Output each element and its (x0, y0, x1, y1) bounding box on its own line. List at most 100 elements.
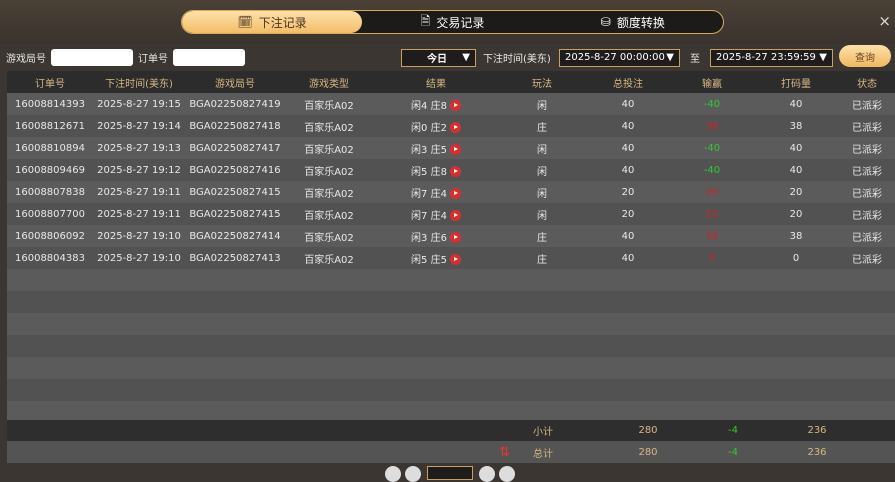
tab-1[interactable]: 🗎 交易记录 (362, 11, 542, 33)
cell: 闲 (499, 97, 585, 112)
cell-text: -40 (703, 142, 721, 154)
page-input[interactable] (427, 466, 473, 480)
table-row (7, 401, 895, 423)
cell: 2025-8-27 19:10 (93, 231, 185, 242)
cell: 38 (753, 231, 839, 242)
column-header: 游戏局号 (215, 78, 255, 90)
column-header: 状态 (857, 78, 877, 90)
game-round-label: 游戏局号 (6, 54, 46, 65)
cell: BGA02250827417 (185, 143, 285, 154)
play-replay-icon[interactable] (449, 232, 461, 243)
prev-page-button[interactable] (405, 466, 421, 482)
play-replay-icon[interactable] (449, 122, 461, 133)
cell-text: 百家乐A02 (304, 254, 354, 266)
cell: 40 (753, 165, 839, 176)
next-page-button[interactable] (479, 466, 495, 482)
cell-text: BGA02250827417 (189, 142, 281, 154)
cell-text: 38 (789, 230, 803, 242)
cell-text: 38 (789, 120, 803, 132)
cell-text: 闲7 庄4 (411, 210, 447, 222)
cell-text: 16008804383 (15, 252, 85, 264)
cell: 16008810894 (7, 143, 93, 154)
cell: 20 (671, 209, 753, 220)
start-time-select[interactable]: 2025-8-27 00:00:00 ▼ (559, 48, 680, 67)
play-replay-icon[interactable] (449, 144, 461, 155)
coins-icon: ⛁ (600, 15, 611, 29)
tab-0[interactable]: 🗓 下注记录 (182, 11, 363, 33)
cell: 闲3 庄5 (373, 141, 499, 156)
cell-text: 16008810894 (15, 142, 85, 154)
cell: -40 (671, 99, 753, 110)
table-row (7, 313, 895, 335)
cell-text: 2025-8-27 19:14 (97, 120, 181, 132)
cell: 20 (753, 187, 839, 198)
end-time-select[interactable]: 2025-8-27 23:59:59 ▼ (710, 48, 833, 67)
tab-label: 交易记录 (436, 15, 485, 30)
period-select[interactable]: 今日 ▼ (401, 48, 476, 67)
cell: 已派彩 (839, 163, 895, 178)
tab-label: 下注记录 (258, 15, 307, 30)
cell-text: 2025-8-27 19:12 (97, 164, 181, 176)
tab-bar: 🗓 下注记录 🗎 交易记录 ⛁ 额度转换 (181, 10, 724, 34)
cell: 百家乐A02 (285, 207, 373, 222)
cell: BGA02250827415 (185, 187, 285, 198)
subtotal-row: 小计 280 -4 236 (7, 420, 895, 441)
cell-text: 已派彩 (852, 100, 882, 112)
cell-text: 16008807700 (15, 208, 85, 220)
play-replay-icon[interactable] (449, 254, 461, 265)
play-replay-icon[interactable] (449, 210, 461, 221)
cell: 16008812671 (7, 121, 93, 132)
column-header: 游戏类型 (309, 78, 349, 90)
cell: 16008807700 (7, 209, 93, 220)
cell-text: 闲3 庄6 (411, 232, 447, 244)
table-row (7, 269, 895, 291)
cell: 16008807838 (7, 187, 93, 198)
cell-text: 40 (621, 120, 635, 132)
cell-text: BGA02250827418 (189, 120, 281, 132)
cell: 40 (585, 231, 671, 242)
cell: 已派彩 (839, 119, 895, 134)
game-round-input[interactable] (51, 49, 133, 66)
cell-text: 闲 (537, 100, 547, 112)
cell: 已派彩 (839, 251, 895, 266)
cell-text: 百家乐A02 (304, 122, 354, 134)
table-row (7, 379, 895, 401)
cell-text: 闲 (537, 210, 547, 222)
cell: 百家乐A02 (285, 251, 373, 266)
query-button[interactable]: 查询 (839, 45, 891, 67)
play-replay-icon[interactable] (449, 166, 461, 177)
first-page-button[interactable] (385, 466, 401, 482)
cell-text: 已派彩 (852, 210, 882, 222)
table-row: 16008804383 2025-8-27 19:10 BGA02250827413… (7, 247, 895, 269)
tab-label: 额度转换 (616, 15, 665, 30)
order-input[interactable] (173, 49, 245, 66)
cell-text: 闲7 庄4 (411, 188, 447, 200)
close-icon[interactable]: × (878, 12, 891, 30)
cell: 20 (585, 209, 671, 220)
play-replay-icon[interactable] (449, 188, 461, 199)
cell: 百家乐A02 (285, 163, 373, 178)
tab-2[interactable]: ⛁ 额度转换 (543, 11, 723, 33)
cell-text: 庄 (537, 232, 547, 244)
cell-text: 已派彩 (852, 144, 882, 156)
cell: 闲7 庄4 (373, 185, 499, 200)
table-row: 16008812671 2025-8-27 19:14 BGA02250827418… (7, 115, 895, 137)
column-header: 输赢 (702, 78, 722, 90)
cell-text: 38 (705, 230, 719, 242)
cell: 已派彩 (839, 185, 895, 200)
to-label: 至 (690, 54, 700, 65)
cell: 已派彩 (839, 207, 895, 222)
play-replay-icon[interactable] (449, 100, 461, 111)
cell-text: 闲 (537, 144, 547, 156)
cell-text: 16008812671 (15, 120, 85, 132)
total-turnover: 236 (807, 446, 827, 458)
cell-text: 已派彩 (852, 166, 882, 178)
cell-text: BGA02250827415 (189, 208, 281, 220)
total-label: 总计 (533, 448, 553, 460)
cell-text: 已派彩 (852, 232, 882, 244)
cell: 已派彩 (839, 97, 895, 112)
refresh-icon[interactable]: ⇅ (499, 444, 510, 460)
last-page-button[interactable] (499, 466, 515, 482)
cell-text: 2025-8-27 19:10 (97, 252, 181, 264)
cell: 闲 (499, 163, 585, 178)
